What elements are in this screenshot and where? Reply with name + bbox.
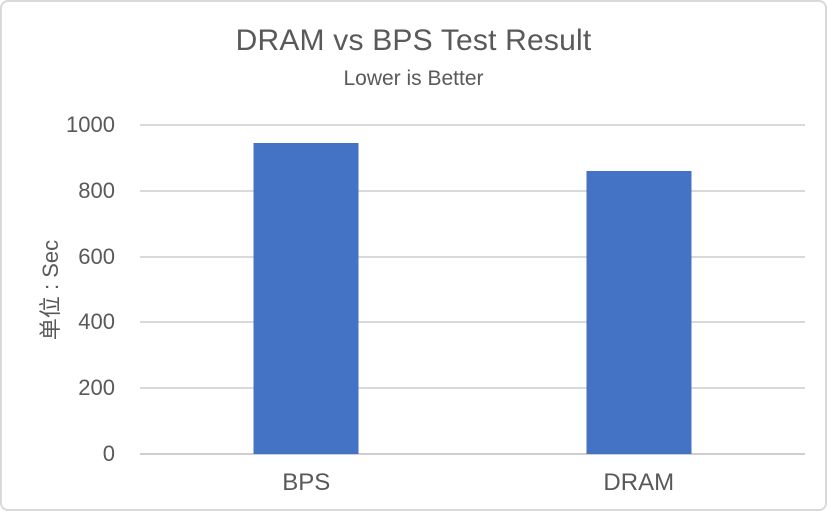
y-tick-label-1000: 1000 (66, 112, 115, 137)
gridline-400 (140, 321, 805, 324)
gridline-200 (140, 387, 805, 390)
y-tick-label-0: 0 (102, 441, 115, 466)
gridline-800 (140, 189, 805, 192)
y-axis-title: 单位 : Sec (38, 239, 63, 340)
chart-subtitle: Lower is Better (343, 67, 484, 90)
y-tick-label-800: 800 (78, 177, 115, 203)
bar-bps (253, 143, 359, 454)
x-label-dram: DRAM (603, 469, 675, 496)
x-label-bps: BPS (282, 469, 331, 496)
y-tick-label-600: 600 (78, 243, 115, 269)
chart-title: DRAM vs BPS Test Result (235, 24, 592, 57)
bar-dram (586, 171, 692, 454)
y-tick-label-200: 200 (78, 375, 115, 401)
plot-area: 单位 : Sec 1000 800 600 400 200 0 BPS DRAM (38, 112, 805, 496)
gridline-600 (140, 255, 805, 258)
x-axis-line (140, 453, 805, 455)
gridline-1000 (140, 124, 805, 126)
y-tick-label-400: 400 (78, 309, 115, 335)
